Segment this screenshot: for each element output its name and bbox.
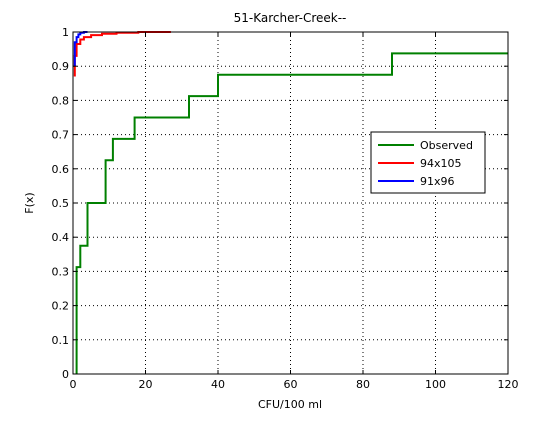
x-tick-labels: 0 20 40 60 80 100 120 [70,378,519,391]
x-tick-label: 80 [356,378,370,391]
y-tick-labels: 0 0.1 0.2 0.3 0.4 0.5 0.6 0.7 0.8 0.9 1 [52,26,70,381]
ticks [72,31,509,375]
y-tick-label: 0.8 [52,94,70,107]
chart-title: 51-Karcher-Creek-- [234,11,347,25]
y-tick-label: 0.9 [52,60,70,73]
y-tick-label: 0.1 [52,334,70,347]
series-line-94x105 [73,31,171,77]
grid [73,32,508,374]
legend: Observed 94x105 91x96 [370,131,486,194]
y-tick-label: 0.2 [52,300,70,313]
y-tick-label: 0.5 [52,197,70,210]
y-tick-label: 0.6 [52,163,70,176]
x-tick-label: 20 [139,378,153,391]
x-axis-label: CFU/100 ml [258,398,322,411]
legend-label-91x96: 91x96 [420,175,455,188]
y-axis-label: F(x) [23,192,36,213]
y-tick-label: 0.3 [52,265,70,278]
x-tick-label: 0 [70,378,77,391]
x-tick-label: 100 [425,378,446,391]
legend-label-observed: Observed [420,139,473,152]
series-line-observed [75,52,508,374]
x-tick-label: 120 [498,378,519,391]
plot-area [73,32,508,374]
x-tick-label: 60 [284,378,298,391]
y-tick-label: 0 [62,368,69,381]
y-tick-label: 0.7 [52,129,70,142]
legend-label-94x105: 94x105 [420,157,462,170]
y-tick-label: 1 [62,26,69,39]
y-tick-label: 0.4 [52,231,70,244]
x-tick-label: 40 [211,378,225,391]
